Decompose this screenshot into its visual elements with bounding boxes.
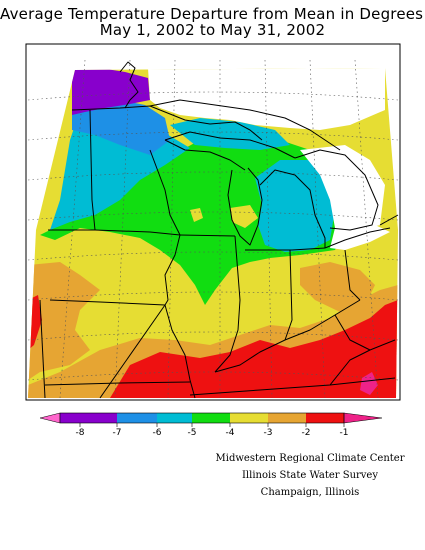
lower-michigan-east-shore: [259, 169, 326, 248]
border-mo-ks: [39, 299, 46, 399]
border-mo-ar: [44, 381, 191, 386]
border-iowa-north: [48, 229, 181, 236]
legend-label-minus1: -1: [340, 428, 349, 438]
legend-swatch-minus2-to-minus1: [306, 413, 344, 423]
border-in-oh: [284, 249, 293, 341]
map-title-line2: May 1, 2002 to May 31, 2002: [99, 21, 326, 39]
legend-ticks: [79, 423, 345, 427]
band-above-minus1: [360, 372, 378, 395]
border-ky-tn: [189, 377, 396, 396]
border-wi-il: [179, 234, 236, 237]
border-mn-wi: [149, 149, 181, 236]
lake-michigan-shore: [227, 167, 263, 246]
border-wv: [334, 314, 396, 351]
lake-erie-shore: [324, 227, 391, 249]
legend-swatch-above-minus1: [343, 412, 383, 424]
lake-superior-north-shore: [149, 99, 341, 151]
band-minus4-to-minus3-island: [230, 205, 258, 228]
map-title-line1: Average Temperature Departure from Mean …: [0, 5, 425, 23]
credits: Midwestern Regional Climate Center Illin…: [200, 450, 420, 501]
credits-line3: Champaign, Illinois: [260, 487, 360, 498]
michigan-up-shore: [164, 139, 246, 171]
border-oh-pa: [344, 249, 361, 301]
band-minus7-to-minus6: [72, 95, 170, 155]
legend-swatch-minus5-to-minus4: [192, 413, 230, 423]
border-ia-mo: [49, 299, 166, 306]
legend-swatch-minus6-to-minus5: [157, 413, 192, 423]
lake-superior-south-shore: [164, 131, 296, 159]
no-data-lake-huron: [300, 145, 385, 232]
band-minus4-to-minus3-spot: [190, 208, 203, 222]
lake-of-the-woods: [119, 61, 139, 109]
legend-frame: [59, 412, 345, 424]
band-minus3-to-minus2-east: [300, 262, 375, 312]
state-boundaries: [39, 61, 399, 399]
map-title: Average Temperature Departure from Mean …: [0, 6, 425, 38]
legend-label-minus4: -4: [226, 428, 235, 438]
border-nd-mn: [89, 109, 96, 231]
legend: -8 -7 -6 -5 -4 -3 -2 -1: [39, 412, 383, 438]
lake-huron-shore: [294, 149, 379, 231]
legend-label-minus3: -3: [264, 428, 273, 438]
band-minus6-to-minus5-lakes: [255, 160, 335, 252]
legend-swatch-minus8-to-minus7: [60, 413, 117, 423]
graticule: [27, 59, 399, 399]
legend-swatch-minus7-to-minus6: [117, 413, 157, 423]
credits-line1: Midwestern Regional Climate Center: [215, 453, 405, 464]
band-minus6-to-minus5-north: [170, 118, 290, 150]
temperature-shading: [28, 68, 398, 398]
legend-label-minus7: -7: [113, 428, 122, 438]
legend-swatch-minus3-to-minus2: [268, 413, 306, 423]
band-minus3-to-minus2-west: [28, 262, 100, 380]
border-mo-south: [99, 304, 166, 399]
legend-swatch-below-minus8: [39, 412, 61, 424]
legend-label-minus6: -6: [153, 428, 162, 438]
no-data-canada: [148, 68, 385, 130]
border-il-in: [214, 235, 241, 373]
legend-label-minus5: -5: [188, 428, 197, 438]
border-mi-south: [245, 247, 326, 251]
border-va-ky: [329, 349, 371, 386]
ny-shore: [379, 214, 399, 226]
legend-swatch-minus4-to-minus3: [230, 413, 268, 423]
legend-label-minus8: -8: [76, 428, 85, 438]
credits-line2: Illinois State Water Survey: [241, 470, 378, 481]
us-canada-border: [71, 105, 263, 141]
legend-label-minus2: -2: [302, 428, 311, 438]
